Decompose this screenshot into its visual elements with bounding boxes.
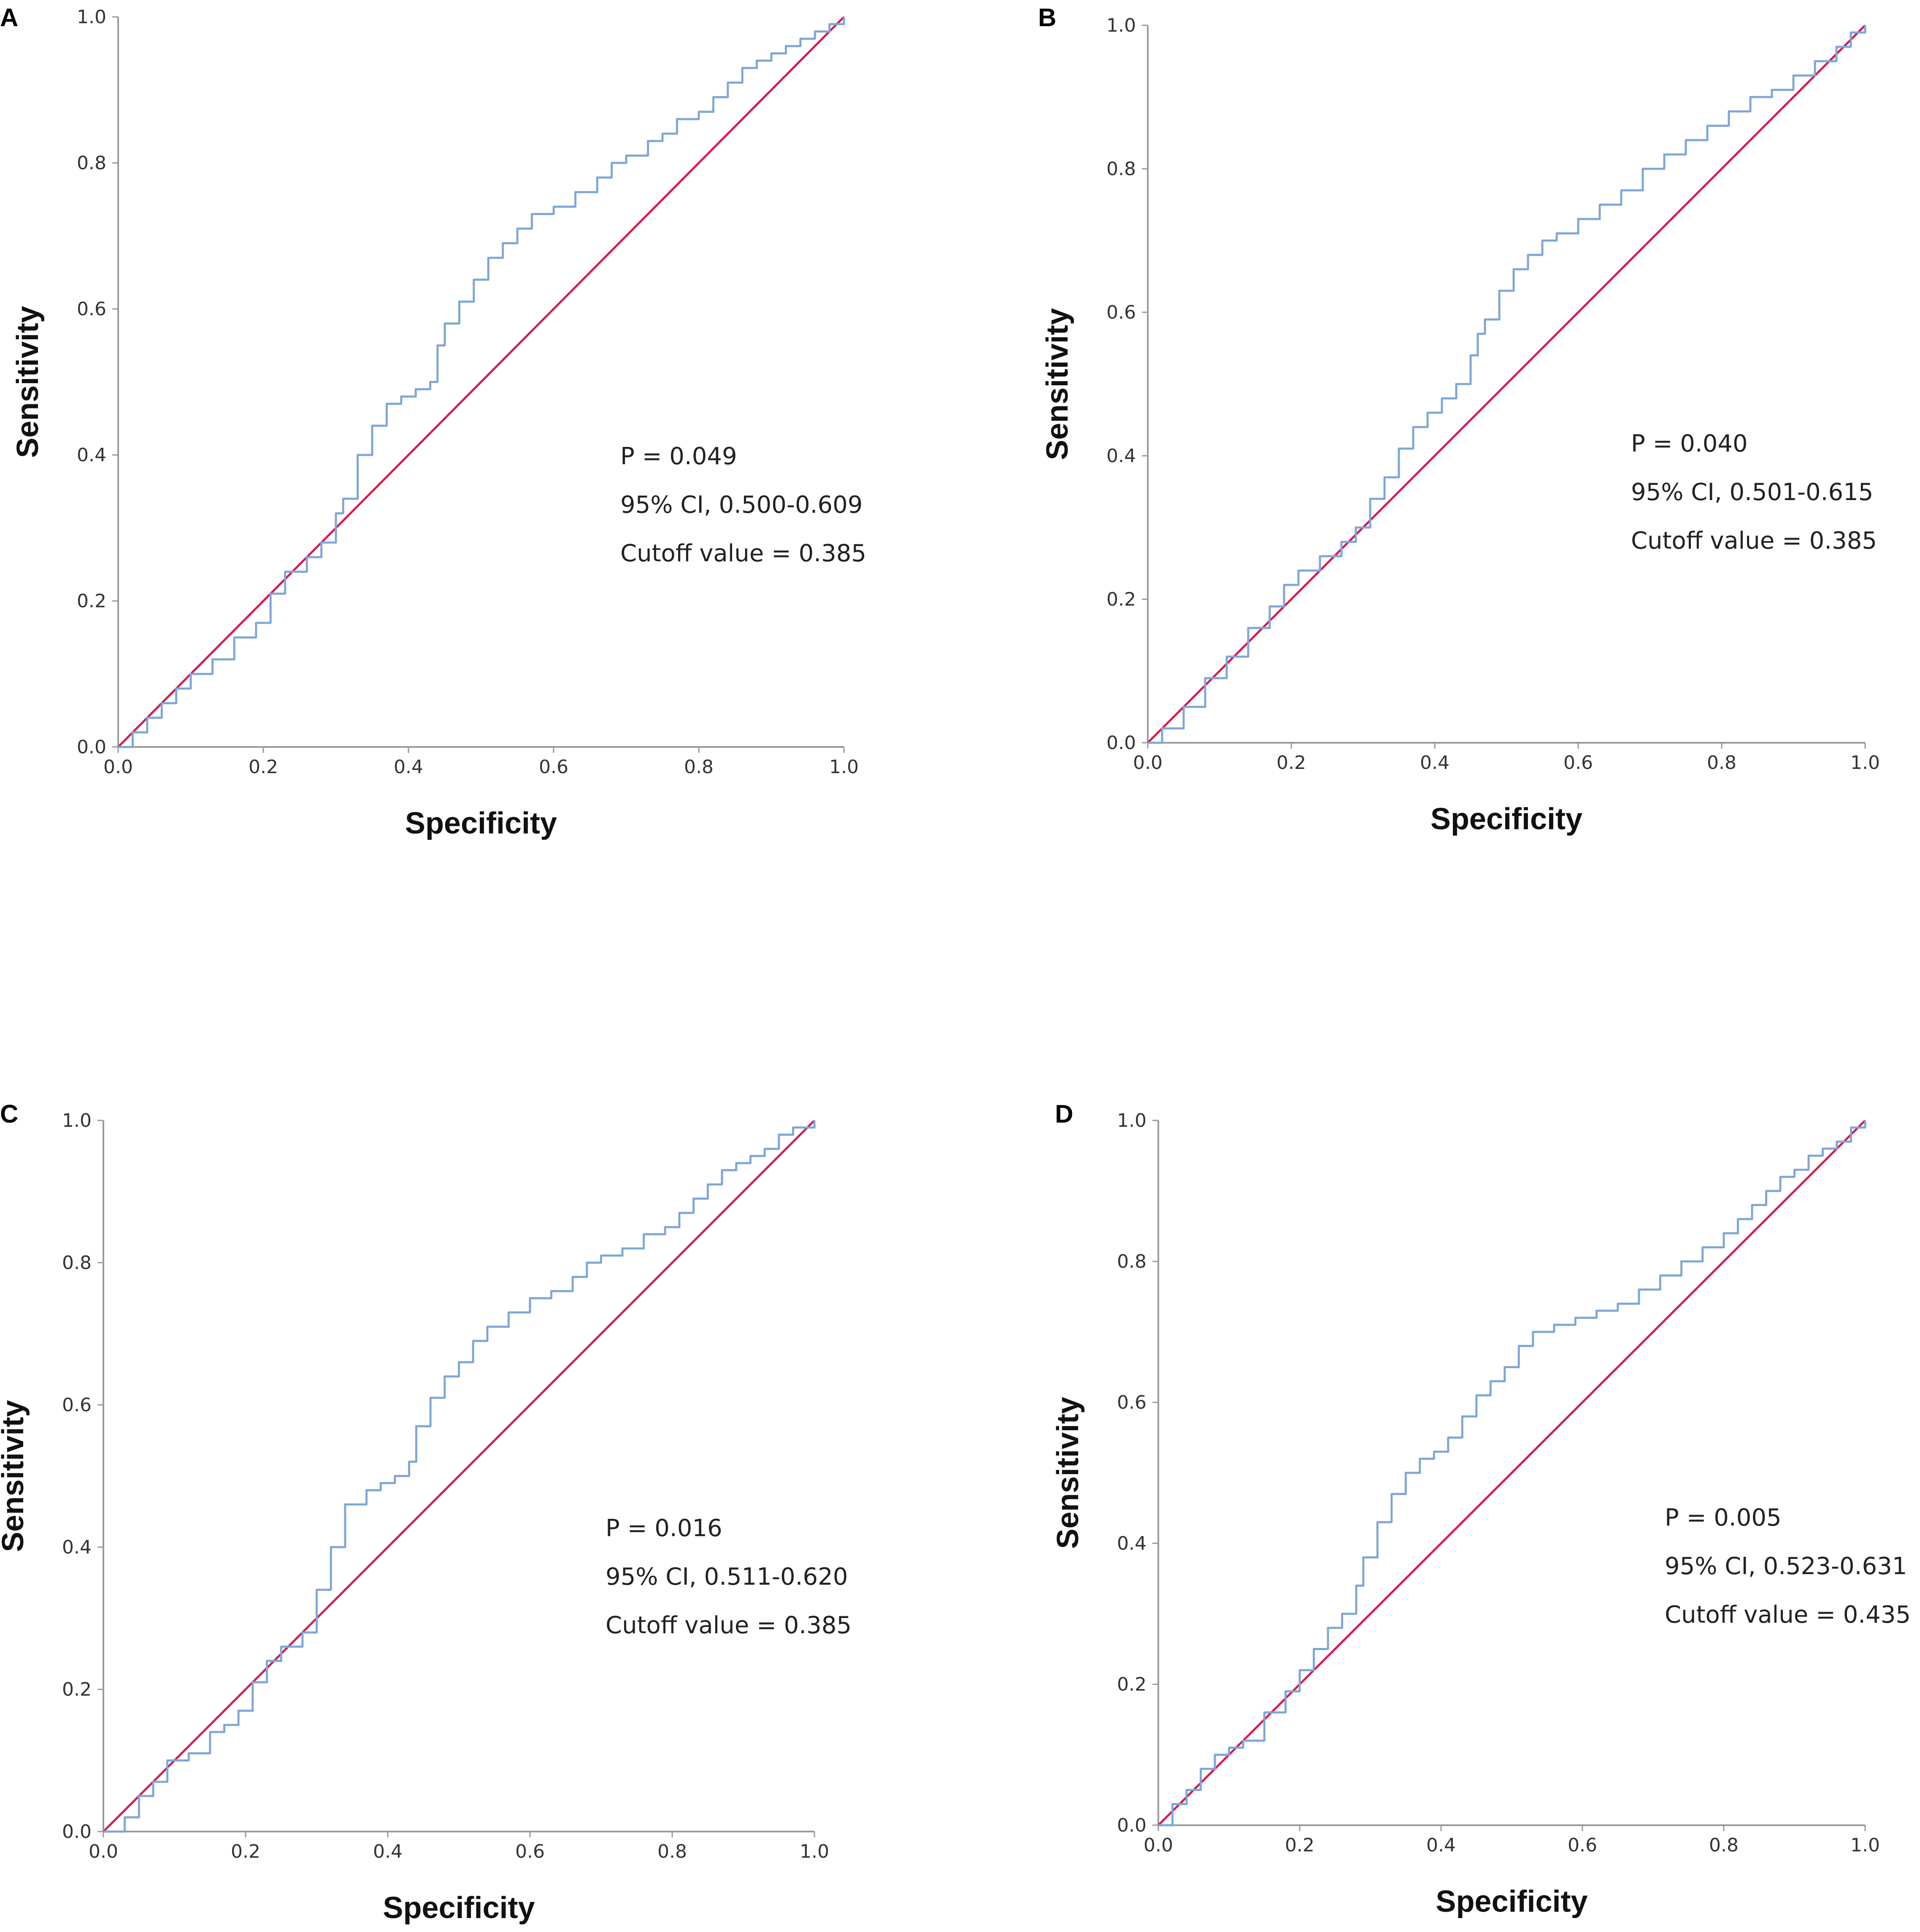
annotation-cutoff-value: Cutoff value = 0.385 xyxy=(606,1612,852,1639)
x-axis-label: Specificity xyxy=(1431,802,1582,836)
x-tick-label: 0.2 xyxy=(249,756,278,778)
x-axis-label: Specificity xyxy=(383,1891,535,1925)
x-tick-label: 0.2 xyxy=(231,1841,260,1862)
roc-curve xyxy=(103,1120,816,1833)
x-tick-label: 0.6 xyxy=(1568,1835,1597,1856)
x-tick-label: 0.0 xyxy=(1144,1835,1173,1856)
x-tick-label: 1.0 xyxy=(1850,1835,1880,1856)
annotation-confidence-interval: 95% CI, 0.501-0.615 xyxy=(1631,479,1873,506)
y-tick-label: 0.0 xyxy=(1117,1815,1147,1836)
panel-c: C 0.0 0.2 0.4 0.6 0.8 1.0 0.0 0.2 0.4 0.6 0.8 1.0 Spe… xyxy=(0,1100,852,1925)
y-tick-label: 0.2 xyxy=(1106,589,1136,610)
x-tick-label: 0.8 xyxy=(1709,1835,1739,1856)
annotation-p-value: P = 0.049 xyxy=(620,443,737,470)
y-tick-label: 0.8 xyxy=(77,152,106,174)
panel-a: A 0.0 0.2 0.4 0.6 0.8 1.0 0.0 0.2 0.4 0.6 0.8 1.0 Spe… xyxy=(0,3,866,840)
x-tick-label: 1.0 xyxy=(800,1841,829,1862)
reference-line xyxy=(1147,24,1866,744)
y-tick-label: 0.6 xyxy=(1117,1392,1147,1413)
x-tick-label: 0.2 xyxy=(1276,752,1306,774)
y-tick-label: 0.4 xyxy=(62,1537,92,1558)
y-tick-label: 0.8 xyxy=(1106,158,1136,180)
y-tick-label: 0.0 xyxy=(77,736,106,758)
y-tick-label: 0.2 xyxy=(62,1679,92,1700)
y-tick-label: 1.0 xyxy=(1106,15,1136,36)
reference-line xyxy=(117,16,845,748)
x-tick-label: 0.8 xyxy=(1707,752,1736,774)
y-tick-label: 1.0 xyxy=(1117,1110,1147,1131)
x-tick-label: 0.8 xyxy=(684,756,714,778)
x-tick-label: 0.2 xyxy=(1285,1835,1314,1856)
x-tick-label: 0.6 xyxy=(1563,752,1593,774)
y-tick-label: 0.2 xyxy=(77,590,106,612)
x-tick-label: 0.0 xyxy=(1133,752,1163,774)
y-axis-label: Sensitivity xyxy=(1051,1397,1085,1549)
panel-b: B 0.0 0.2 0.4 0.6 0.8 1.0 0.0 0.2 0.4 0.6 0.8 1.0 Spe… xyxy=(1038,3,1880,836)
roc-curve xyxy=(1158,1120,1866,1826)
y-axis-label: Sensitivity xyxy=(1041,308,1074,460)
y-tick-label: 0.8 xyxy=(1117,1251,1147,1272)
roc-curve xyxy=(1148,25,1866,744)
annotation-cutoff-value: Cutoff value = 0.385 xyxy=(1631,527,1877,555)
x-tick-label: 0.4 xyxy=(373,1841,403,1862)
y-tick-label: 1.0 xyxy=(77,6,106,28)
reference-line xyxy=(103,1120,815,1832)
x-tick-label: 0.8 xyxy=(657,1841,687,1862)
x-tick-label: 0.4 xyxy=(394,756,423,778)
y-tick-label: 0.0 xyxy=(1106,732,1136,754)
y-axis-label: Sensitivity xyxy=(0,1400,30,1552)
y-tick-label: 1.0 xyxy=(62,1110,92,1131)
y-tick-label: 0.8 xyxy=(62,1252,92,1274)
panel-d: D 0.0 0.2 0.4 0.6 0.8 1.0 0.0 0.2 0.4 0.6 0.8 1.0 Spe… xyxy=(1051,1100,1911,1918)
y-tick-label: 0.6 xyxy=(1106,302,1136,323)
y-tick-label: 0.0 xyxy=(62,1821,92,1843)
annotation-cutoff-value: Cutoff value = 0.435 xyxy=(1665,1601,1911,1629)
x-tick-label: 0.0 xyxy=(89,1841,118,1862)
annotation-confidence-interval: 95% CI, 0.500-0.609 xyxy=(620,491,863,519)
x-tick-label: 0.0 xyxy=(103,756,133,778)
annotation-cutoff-value: Cutoff value = 0.385 xyxy=(620,540,866,567)
panel-letter: B xyxy=(1038,3,1056,32)
x-tick-label: 0.4 xyxy=(1420,752,1449,774)
x-axis-label: Specificity xyxy=(405,806,557,840)
x-axis-label: Specificity xyxy=(1436,1885,1587,1918)
annotation-p-value: P = 0.040 xyxy=(1631,430,1748,457)
y-tick-label: 0.2 xyxy=(1117,1674,1147,1695)
y-tick-label: 0.6 xyxy=(62,1394,92,1416)
x-tick-label: 0.6 xyxy=(515,1841,545,1862)
annotation-confidence-interval: 95% CI, 0.523-0.631 xyxy=(1665,1553,1907,1580)
panel-letter: A xyxy=(0,3,18,32)
x-tick-label: 0.4 xyxy=(1426,1835,1456,1856)
panel-letter: C xyxy=(0,1100,18,1128)
annotation-confidence-interval: 95% CI, 0.511-0.620 xyxy=(606,1563,848,1591)
y-tick-label: 0.4 xyxy=(1117,1533,1147,1554)
x-tick-label: 0.6 xyxy=(539,756,568,778)
annotation-p-value: P = 0.005 xyxy=(1665,1504,1782,1532)
annotation-p-value: P = 0.016 xyxy=(606,1515,722,1542)
y-tick-label: 0.4 xyxy=(77,444,106,466)
panel-letter: D xyxy=(1055,1100,1073,1128)
x-tick-label: 1.0 xyxy=(829,756,859,778)
y-tick-label: 0.6 xyxy=(77,298,106,320)
y-axis-label: Sensitivity xyxy=(11,306,45,458)
roc-curve xyxy=(118,17,845,748)
x-tick-label: 1.0 xyxy=(1850,752,1880,774)
y-tick-label: 0.4 xyxy=(1106,445,1136,467)
reference-line xyxy=(1157,1120,1866,1826)
